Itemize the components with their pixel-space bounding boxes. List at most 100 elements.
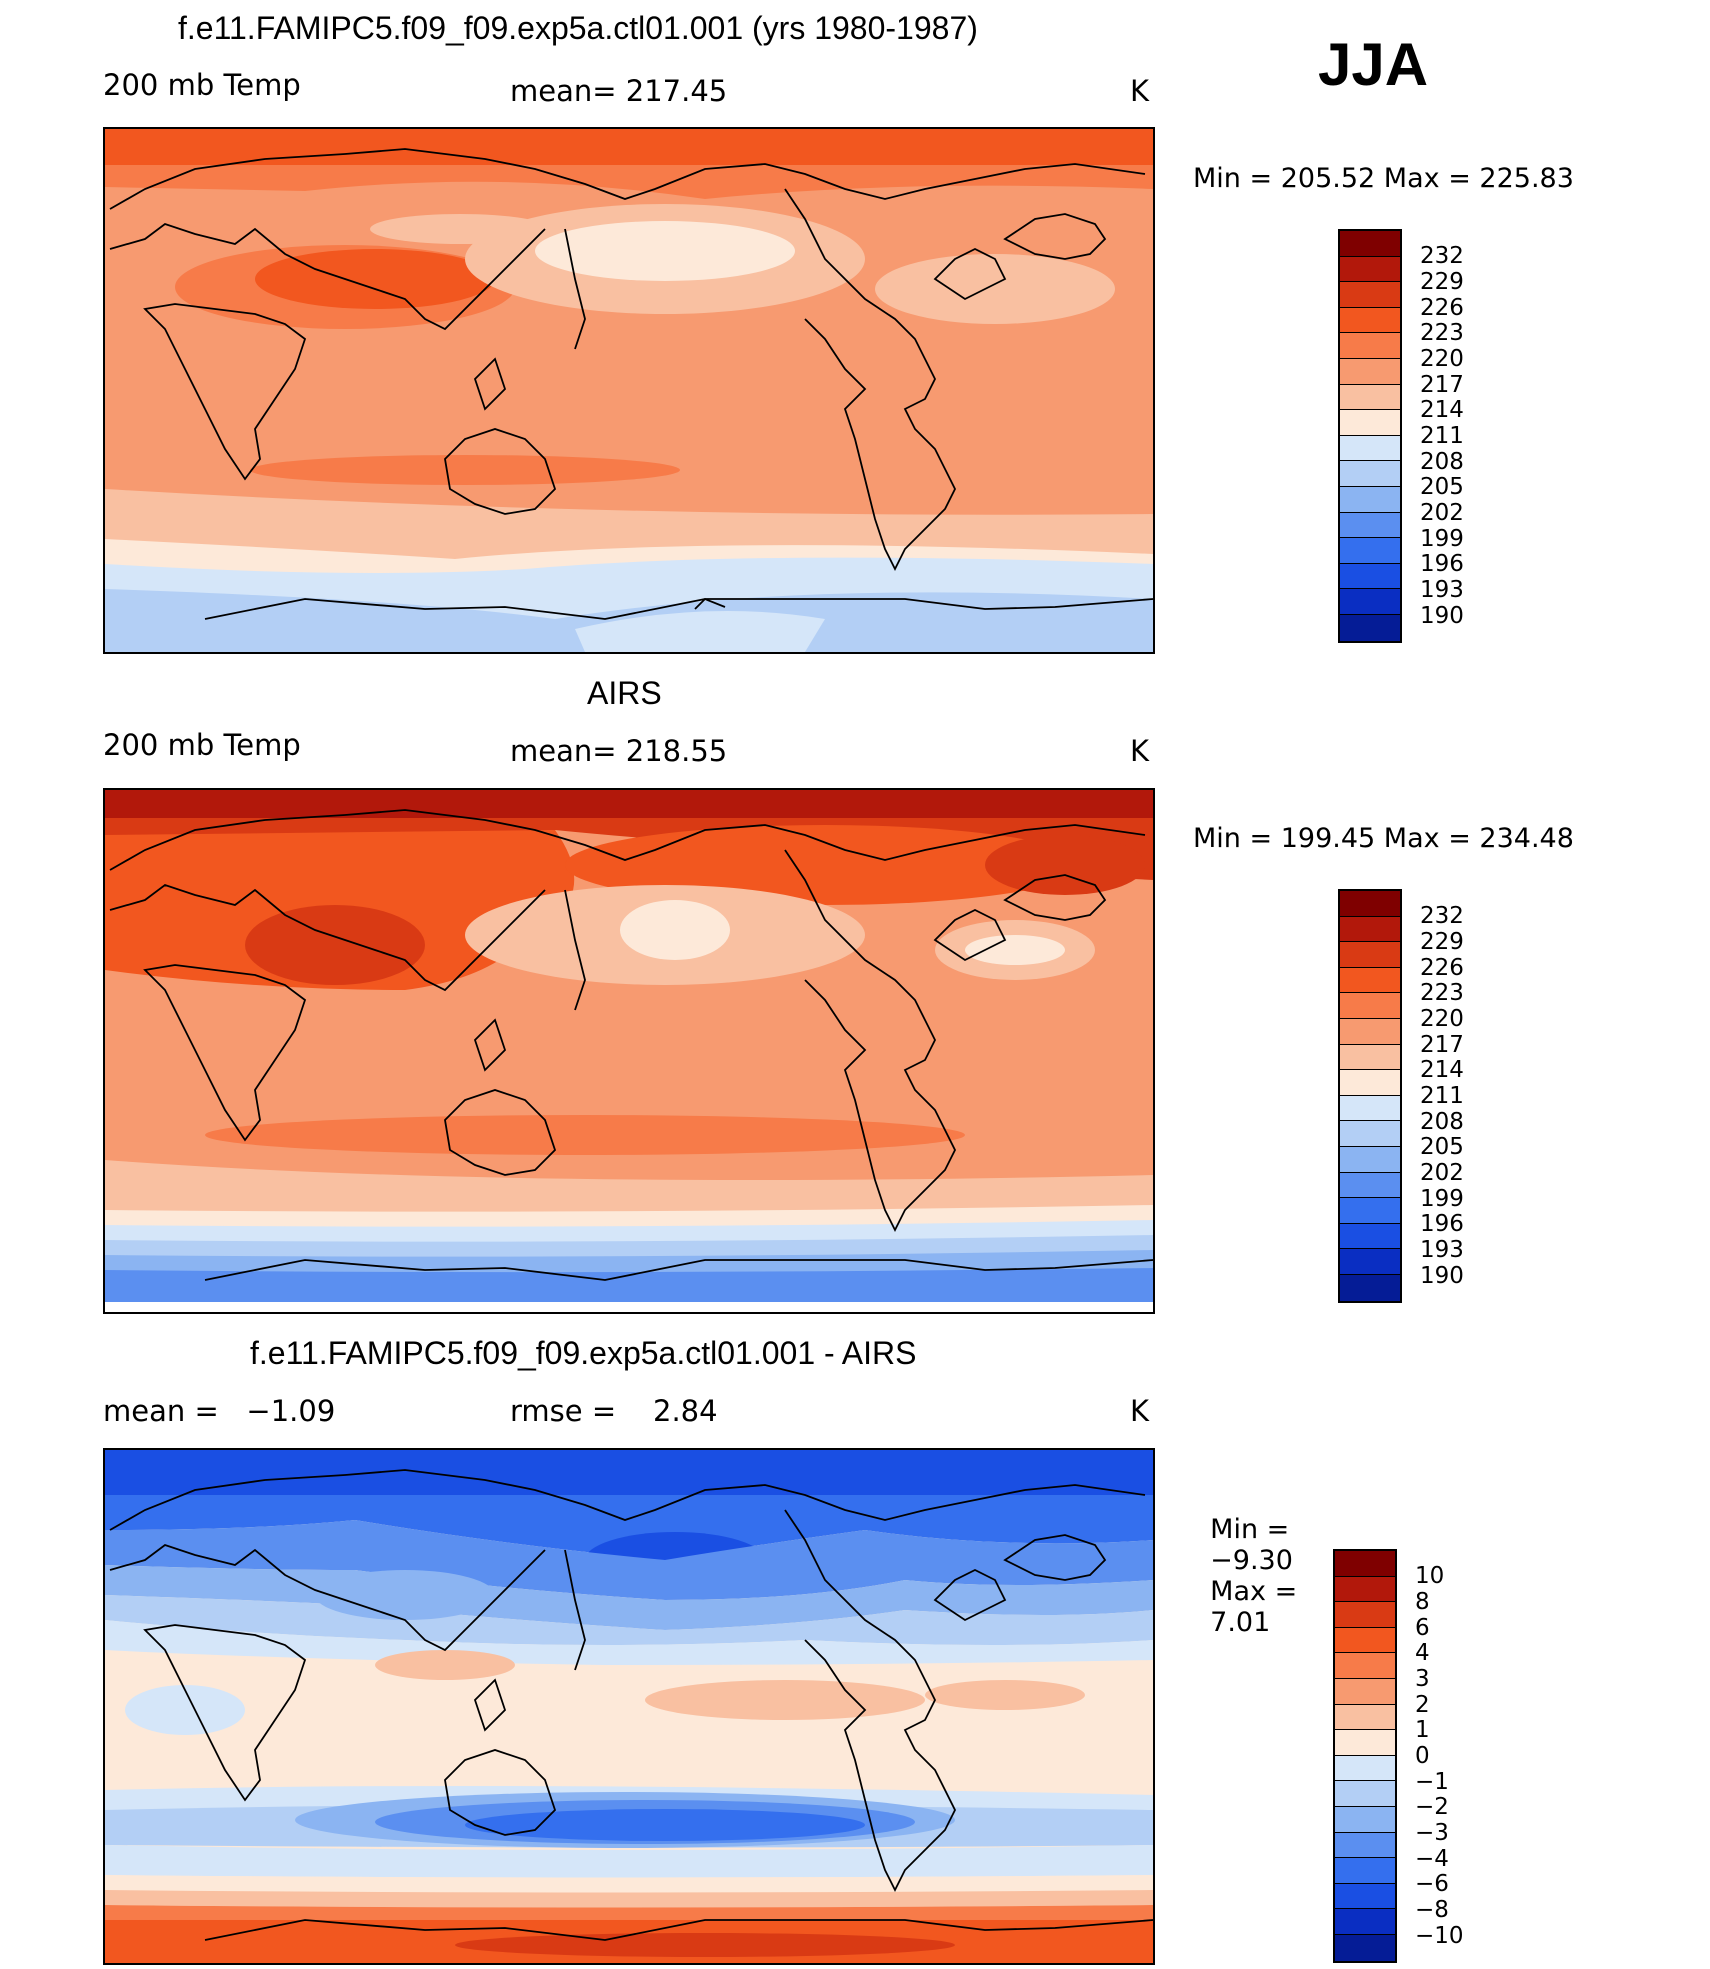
season-label: JJA	[1318, 31, 1429, 98]
panel-diff-rmse: rmse = 2.84	[510, 1394, 718, 1428]
cbar-swatch	[1335, 1704, 1395, 1731]
cbar-tick-label: 217	[1420, 1032, 1464, 1058]
cbar-tick-label: −3	[1415, 1820, 1449, 1846]
cbar-swatch	[1340, 993, 1400, 1019]
cbar-tick-label: 223	[1420, 980, 1464, 1006]
cbar-swatch	[1335, 1883, 1395, 1910]
cbar-tick-label: 10	[1415, 1563, 1445, 1589]
cbar-swatch	[1340, 461, 1400, 487]
panel-diff-title: f.e11.FAMIPC5.f09_f09.exp5a.ctl01.001 - …	[250, 1335, 917, 1371]
cbar-swatch	[1340, 967, 1400, 994]
cbar-tick-label: 220	[1420, 1006, 1464, 1032]
panel-obs-title: AIRS	[587, 675, 662, 711]
panel-model-max: 225.83	[1479, 163, 1574, 194]
panel-obs-field	[105, 790, 1153, 1312]
panel-model-units: K	[1130, 74, 1150, 108]
cbar-tick-label: 223	[1420, 320, 1464, 346]
cbar-tick-label: −1	[1415, 1769, 1449, 1795]
cbar-tick-label: 193	[1420, 1237, 1464, 1263]
cbar-swatch	[1340, 486, 1400, 513]
cbar-tick-label: 226	[1420, 295, 1464, 321]
cbar-swatch	[1335, 1576, 1395, 1603]
cbar-swatch	[1340, 256, 1400, 283]
cbar-tick-label: −6	[1415, 1871, 1449, 1897]
cbar-tick-label: −2	[1415, 1794, 1449, 1820]
panel-model-colorbar-swatches	[1338, 229, 1402, 643]
cbar-tick-label: 1	[1415, 1717, 1430, 1743]
cbar-swatch	[1335, 1551, 1395, 1577]
panel-model-min-label: Min =	[1193, 163, 1273, 194]
cbar-swatch	[1340, 1070, 1400, 1096]
cbar-swatch	[1340, 384, 1400, 411]
cbar-tick-label: 226	[1420, 955, 1464, 981]
cbar-tick-label: 232	[1420, 903, 1464, 929]
cbar-tick-label: 214	[1420, 397, 1464, 423]
cbar-swatch	[1340, 358, 1400, 385]
cbar-swatch	[1340, 307, 1400, 334]
cbar-swatch	[1340, 1172, 1400, 1199]
cbar-swatch	[1340, 410, 1400, 436]
panel-obs-min: 199.45	[1280, 823, 1376, 854]
cbar-swatch	[1340, 563, 1400, 590]
panel-model-max-label: Max =	[1383, 163, 1471, 194]
panel-diff-min: −9.30	[1210, 1545, 1293, 1576]
panel-obs-min-label: Min =	[1193, 823, 1273, 854]
cbar-tick-label: 208	[1420, 449, 1464, 475]
panel-diff-colorbar-swatches	[1333, 1549, 1397, 1963]
cbar-tick-label: 202	[1420, 1160, 1464, 1186]
panel-diff-max: 7.01	[1210, 1607, 1271, 1638]
cbar-tick-label: 214	[1420, 1057, 1464, 1083]
cbar-swatch	[1340, 282, 1400, 308]
cbar-tick-label: 190	[1420, 603, 1464, 629]
cbar-swatch	[1340, 1223, 1400, 1250]
cbar-swatch	[1340, 512, 1400, 539]
panel-obs-left-label: 200 mb Temp	[103, 728, 301, 762]
cbar-tick-label: 196	[1420, 1211, 1464, 1237]
cbar-swatch	[1340, 589, 1400, 615]
panel-diff-units: K	[1130, 1394, 1150, 1428]
cbar-swatch	[1340, 1274, 1400, 1301]
panel-diff-mean: mean = −1.09	[103, 1394, 336, 1428]
cbar-tick-label: 232	[1420, 243, 1464, 269]
panel-model-title: f.e11.FAMIPC5.f09_f09.exp5a.ctl01.001 (y…	[178, 10, 978, 46]
cbar-tick-label: 202	[1420, 500, 1464, 526]
cbar-swatch	[1340, 1018, 1400, 1045]
cbar-swatch	[1340, 916, 1400, 943]
cbar-swatch	[1340, 614, 1400, 641]
panel-model-left-label: 200 mb Temp	[103, 68, 301, 102]
cbar-swatch	[1340, 538, 1400, 564]
cbar-swatch	[1335, 1934, 1395, 1961]
cbar-tick-label: 199	[1420, 1186, 1464, 1212]
panel-model-minmax: Min = 205.52 Max = 225.83	[1193, 163, 1574, 194]
cbar-tick-label: 6	[1415, 1615, 1430, 1641]
cbar-tick-label: −4	[1415, 1846, 1449, 1872]
cbar-swatch	[1340, 1095, 1400, 1122]
panel-model-mean: mean= 217.45	[510, 74, 728, 108]
cbar-tick-label: 3	[1415, 1666, 1430, 1692]
cbar-tick-label: 2	[1415, 1692, 1430, 1718]
panel-diff-minmax: Min = −9.30 Max = 7.01	[1193, 1483, 1297, 1638]
cbar-tick-label: 211	[1420, 423, 1464, 449]
cbar-swatch	[1340, 1146, 1400, 1173]
panel-obs-colorbar-swatches	[1338, 889, 1402, 1303]
cbar-swatch	[1335, 1755, 1395, 1782]
cbar-tick-label: 196	[1420, 551, 1464, 577]
panel-obs-mean: mean= 218.55	[510, 734, 728, 768]
cbar-tick-label: 0	[1415, 1743, 1430, 1769]
cbar-tick-label: 220	[1420, 346, 1464, 372]
cbar-swatch	[1340, 942, 1400, 968]
panel-diff-coastlines	[109, 1469, 1153, 1941]
panel-model-coastlines	[109, 148, 1153, 620]
panel-obs-minmax: Min = 199.45 Max = 234.48	[1193, 823, 1574, 854]
panel-model-map	[103, 127, 1155, 654]
cbar-swatch	[1340, 333, 1400, 359]
cbar-tick-label: 205	[1420, 474, 1464, 500]
cbar-tick-label: −10	[1415, 1923, 1464, 1949]
cbar-swatch	[1335, 1781, 1395, 1807]
panel-obs-map	[103, 788, 1155, 1314]
cbar-swatch	[1335, 1627, 1395, 1654]
cbar-swatch	[1335, 1730, 1395, 1756]
cbar-tick-label: 190	[1420, 1263, 1464, 1289]
cbar-swatch	[1335, 1909, 1395, 1935]
cbar-swatch	[1335, 1832, 1395, 1859]
